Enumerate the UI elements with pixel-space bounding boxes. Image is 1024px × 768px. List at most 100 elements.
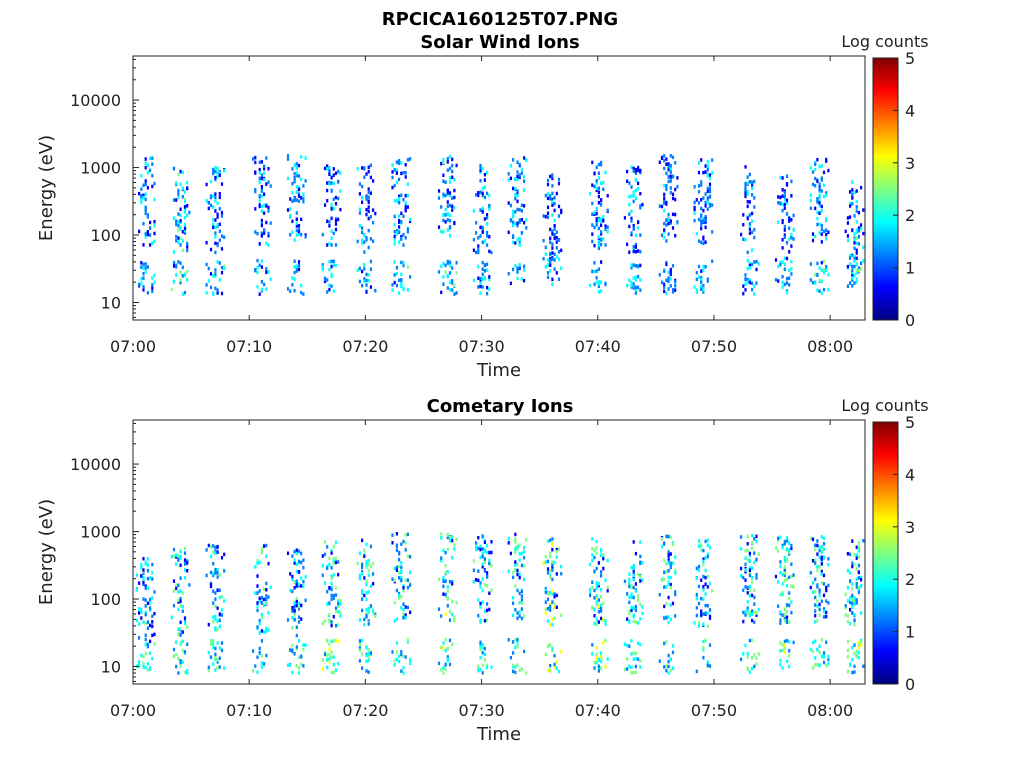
spectrogram-cell [400, 652, 403, 657]
spectrogram-cell [781, 176, 784, 180]
spectrogram-cell [669, 284, 672, 288]
spectrogram-cell [297, 604, 301, 609]
spectrogram-cell [297, 601, 301, 605]
spectrogram-cell [549, 575, 552, 579]
spectrogram-cell [857, 235, 860, 239]
spectrogram-cell [142, 285, 145, 289]
spectrogram-cell [846, 264, 849, 269]
spectrogram-cell [214, 218, 217, 222]
spectrogram-cell [402, 197, 405, 202]
spectrogram-cell [790, 232, 793, 237]
spectrogram-cell [258, 242, 261, 246]
spectrogram-cell [706, 186, 709, 191]
spectrogram-cell [393, 168, 396, 172]
spectrogram-cell [849, 600, 852, 605]
spectrogram-cell [549, 602, 552, 607]
spectrogram-cell [674, 284, 677, 288]
spectrogram-cell [514, 186, 517, 191]
spectrogram-cell [402, 243, 405, 247]
spectrogram-cell [744, 277, 747, 282]
spectrogram-cell [205, 291, 208, 295]
spectrogram-cell [632, 613, 635, 617]
spectrogram-cell [809, 193, 812, 197]
spectrogram-cell [851, 587, 854, 591]
spectrogram-cell [293, 604, 296, 608]
spectrogram-cell [488, 277, 491, 282]
spectrogram-cell [753, 196, 756, 200]
spectrogram-cell [477, 244, 480, 248]
spectrogram-cell [220, 613, 224, 617]
spectrogram-cell [595, 622, 598, 627]
spectrogram-cell [818, 199, 821, 203]
spectrogram-cell [490, 563, 493, 568]
spectrogram-cell [753, 620, 756, 624]
spectrogram-cell [183, 231, 187, 235]
spectrogram-cell [700, 278, 703, 282]
spectrogram-cell [597, 610, 600, 614]
spectrogram-cell [544, 245, 547, 250]
spectrogram-cell [695, 232, 698, 236]
spectrogram-cell [857, 226, 860, 230]
spectrogram-cell [671, 174, 675, 179]
spectrogram-cell [639, 659, 642, 663]
spectrogram-cell [220, 641, 224, 645]
spectrogram-cell [179, 270, 182, 275]
spectrogram-cell [846, 238, 849, 243]
spectrogram-cell [330, 655, 333, 660]
spectrogram-cell [393, 566, 396, 571]
spectrogram-cell [444, 564, 447, 568]
spectrogram-cell [851, 561, 854, 565]
spectrogram-cell [479, 179, 482, 183]
spectrogram-cell [402, 602, 405, 606]
spectrogram-cell [788, 575, 791, 580]
spectrogram-cell [223, 266, 226, 271]
spectrogram-cell [825, 610, 828, 615]
spectrogram-cell [367, 195, 370, 199]
spectrogram-cell [783, 568, 786, 573]
spectrogram-cell [818, 650, 821, 655]
spectrogram-cell [674, 590, 677, 594]
spectrogram-cell [254, 171, 257, 175]
spectrogram-cell [205, 283, 208, 287]
spectrogram-cell [781, 643, 784, 647]
spectrogram-cell [361, 226, 364, 230]
spectrogram-cell [146, 576, 149, 581]
spectrogram-cell [214, 626, 217, 630]
spectrogram-cell [295, 596, 298, 601]
spectrogram-cell [746, 200, 749, 204]
spectrogram-cell [785, 584, 789, 588]
spectrogram-cell [153, 219, 156, 224]
spectrogram-cell [214, 177, 217, 182]
spectrogram-cell [857, 650, 860, 655]
spectrogram-cell [326, 243, 329, 247]
spectrogram-cell [632, 566, 635, 571]
spectrogram-cell [453, 283, 456, 288]
spectrogram-cell [597, 226, 600, 231]
spectrogram-cell [361, 562, 364, 567]
x-tick-label: 07:50 [691, 337, 737, 356]
spectrogram-cell [774, 546, 778, 550]
spectrogram-cell [260, 654, 263, 658]
spectrogram-cell [446, 585, 449, 589]
spectrogram-cell [286, 176, 290, 181]
spectrogram-cell [186, 671, 189, 675]
spectrogram-cell [402, 612, 405, 617]
spectrogram-cell [212, 619, 215, 624]
spectrogram-cell [516, 562, 519, 566]
spectrogram-cell [293, 238, 296, 242]
spectrogram-cell [212, 225, 215, 230]
spectrogram-cell [263, 662, 266, 666]
spectrogram-cell [437, 189, 441, 193]
spectrogram-cell [391, 185, 394, 190]
spectrogram-cell [790, 179, 793, 184]
spectrogram-cell [516, 588, 519, 593]
spectrogram-cell [140, 193, 143, 198]
spectrogram-cell [781, 208, 784, 213]
spectrogram-cell [334, 609, 338, 614]
spectrogram-cell [593, 660, 596, 665]
spectrogram-cell [218, 588, 221, 592]
spectrogram-cell [183, 210, 187, 214]
spectrogram-cell [790, 218, 793, 222]
spectrogram-cell [475, 547, 478, 552]
spectrogram-cell [140, 265, 143, 269]
